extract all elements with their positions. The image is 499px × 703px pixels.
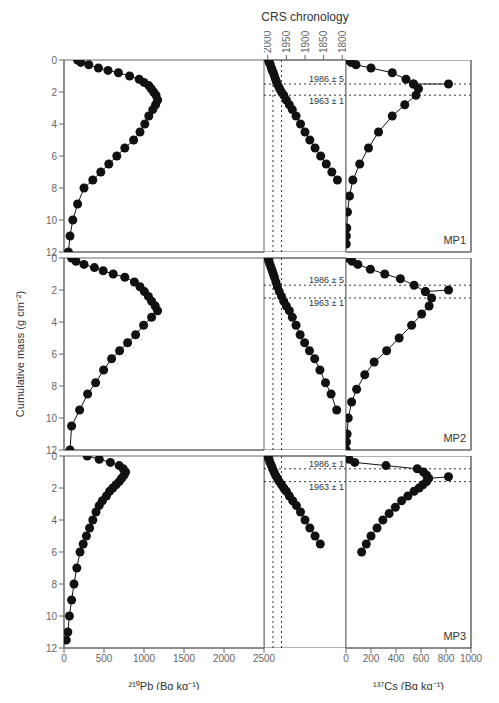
svg-text:1963 ± 1: 1963 ± 1 bbox=[309, 482, 344, 492]
svg-text:12: 12 bbox=[46, 643, 58, 654]
svg-text:200: 200 bbox=[363, 653, 380, 664]
svg-text:10: 10 bbox=[46, 413, 58, 424]
svg-text:2500: 2500 bbox=[253, 653, 276, 664]
svg-text:400: 400 bbox=[388, 653, 405, 664]
svg-text:6: 6 bbox=[51, 349, 57, 360]
svg-text:2000: 2000 bbox=[264, 30, 273, 53]
svg-text:0: 0 bbox=[51, 451, 57, 462]
svg-text:1000: 1000 bbox=[133, 653, 156, 664]
html-text:CRS chronology: CRS chronology bbox=[261, 10, 349, 24]
svg-text:4: 4 bbox=[51, 317, 57, 328]
svg-text:¹³⁷Cs (Bq kg⁻¹): ¹³⁷Cs (Bq kg⁻¹) bbox=[373, 680, 444, 690]
svg-text:0: 0 bbox=[61, 653, 67, 664]
svg-text:800: 800 bbox=[438, 653, 455, 664]
svg-text:1000: 1000 bbox=[460, 653, 483, 664]
svg-text:1963 ± 1: 1963 ± 1 bbox=[309, 298, 344, 308]
svg-text:8: 8 bbox=[51, 381, 57, 392]
svg-text:1500: 1500 bbox=[173, 653, 196, 664]
svg-text:1963 ± 1: 1963 ± 1 bbox=[309, 96, 344, 106]
svg-text:8: 8 bbox=[51, 183, 57, 194]
svg-text:1900: 1900 bbox=[300, 30, 311, 53]
svg-text:1986 ± 1: 1986 ± 1 bbox=[309, 459, 344, 469]
svg-text:4: 4 bbox=[51, 515, 57, 526]
svg-text:500: 500 bbox=[96, 653, 113, 664]
svg-text:10: 10 bbox=[46, 611, 58, 622]
svg-text:0: 0 bbox=[51, 253, 57, 264]
svg-text:2: 2 bbox=[51, 483, 57, 494]
html-text:MP1: MP1 bbox=[443, 234, 466, 246]
svg-text:Cumulative mass (g cm⁻²): Cumulative mass (g cm⁻²) bbox=[16, 291, 26, 417]
svg-text:600: 600 bbox=[413, 653, 430, 664]
svg-text:4: 4 bbox=[51, 119, 57, 130]
svg-text:1850: 1850 bbox=[318, 30, 329, 53]
html-text:MP3: MP3 bbox=[443, 630, 466, 642]
svg-text:²¹⁰Pb (Bq kg⁻¹): ²¹⁰Pb (Bq kg⁻¹) bbox=[129, 680, 200, 690]
svg-text:8: 8 bbox=[51, 579, 57, 590]
svg-text:6: 6 bbox=[51, 151, 57, 162]
svg-text:0: 0 bbox=[51, 55, 57, 66]
html-text:MP2: MP2 bbox=[443, 432, 466, 444]
svg-text:1986 ± 5: 1986 ± 5 bbox=[309, 275, 344, 285]
svg-text:2: 2 bbox=[51, 285, 57, 296]
svg-text:2000: 2000 bbox=[213, 653, 236, 664]
svg-text:1986 ± 5: 1986 ± 5 bbox=[309, 74, 344, 84]
svg-text:6: 6 bbox=[51, 547, 57, 558]
svg-text:0: 0 bbox=[343, 653, 349, 664]
svg-text:10: 10 bbox=[46, 215, 58, 226]
svg-text:1950: 1950 bbox=[281, 30, 292, 53]
svg-text:2: 2 bbox=[51, 87, 57, 98]
svg-text:1800: 1800 bbox=[337, 30, 346, 53]
